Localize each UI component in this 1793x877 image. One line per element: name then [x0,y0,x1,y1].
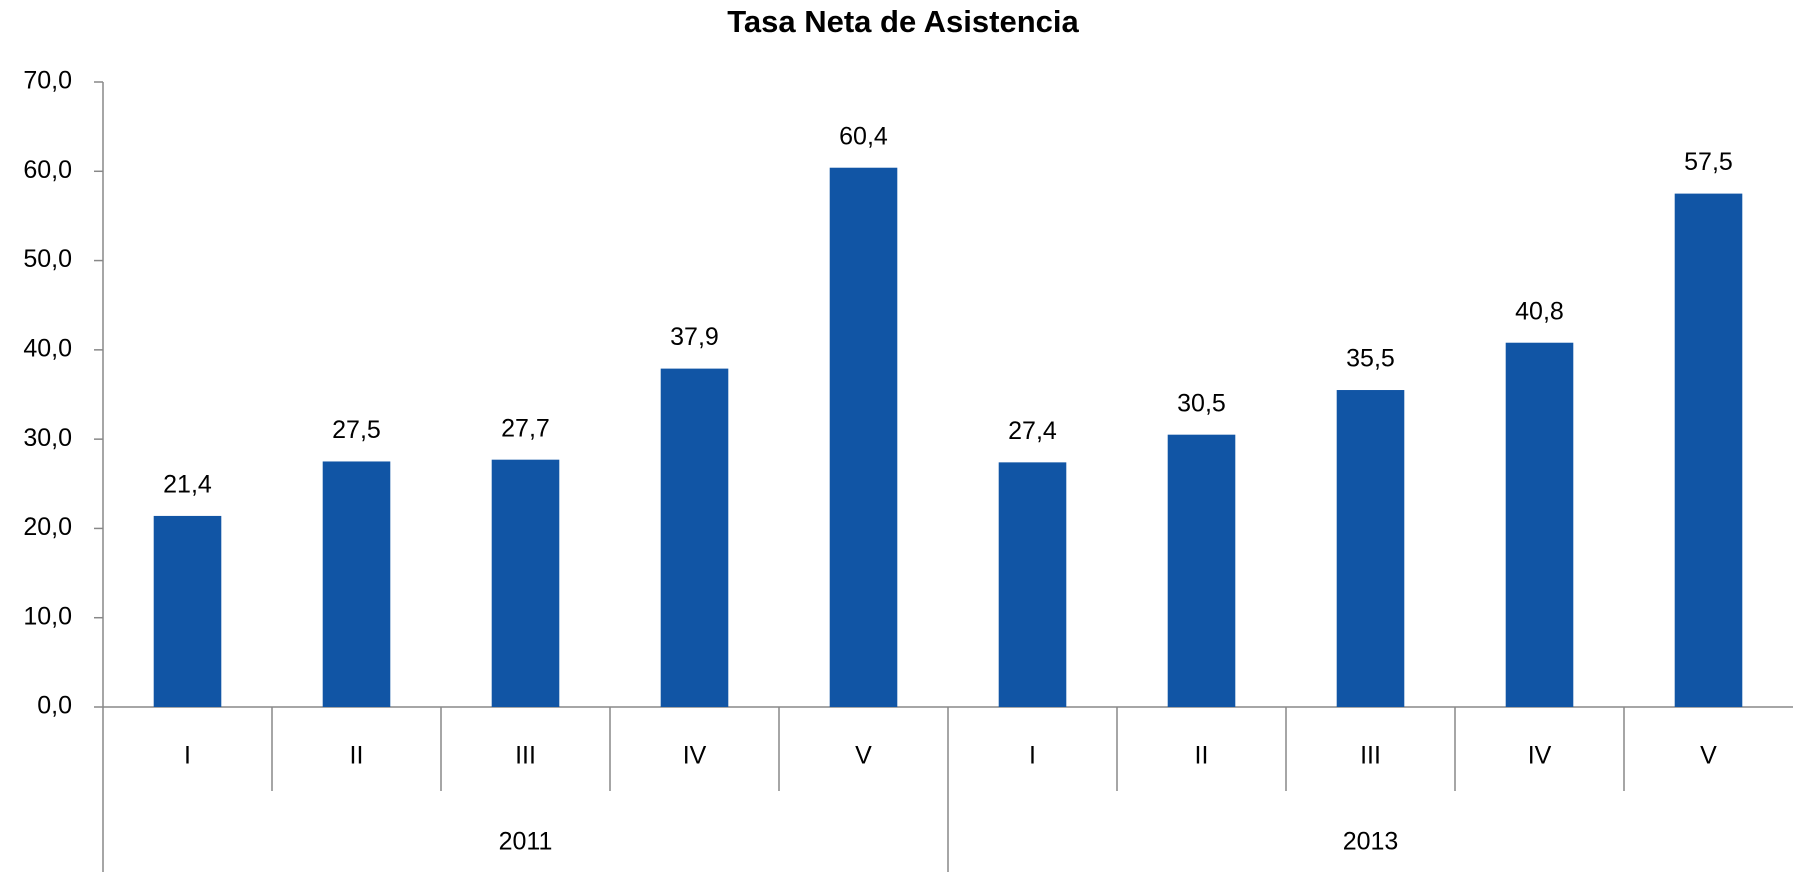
x-tick-label: II [350,742,364,770]
data-label: 60,4 [839,122,888,150]
group-label: 2011 [499,828,553,856]
x-tick-label: I [184,742,191,770]
bar [491,459,560,707]
bar [829,167,898,707]
x-tick-label: V [855,742,872,770]
data-label: 57,5 [1684,148,1733,176]
bar [1336,390,1405,707]
data-label: 27,5 [332,416,381,444]
x-tick-label: V [1700,742,1717,770]
x-tick-label: III [1360,742,1381,770]
bar [1505,342,1574,707]
data-label: 30,5 [1177,389,1226,417]
bar [322,461,391,707]
data-label: 27,4 [1008,417,1057,445]
x-tick-label: III [515,742,536,770]
y-tick-label: 70,0 [23,67,72,95]
bar [660,368,729,707]
y-tick-label: 20,0 [23,513,72,541]
y-tick-label: 0,0 [37,692,72,720]
data-label: 40,8 [1515,297,1564,325]
chart-title: Tasa Neta de Asistencia [727,4,1079,39]
y-tick-label: 10,0 [23,602,72,630]
bar [1167,434,1236,707]
y-tick-label: 40,0 [23,334,72,362]
x-tick-label: IV [1528,742,1552,770]
x-tick-label: I [1029,742,1036,770]
y-tick-label: 60,0 [23,156,72,184]
bar [153,515,222,707]
group-label: 2013 [1343,828,1399,856]
bar [998,462,1067,707]
data-label: 21,4 [163,471,212,499]
data-label: 37,9 [670,323,719,351]
x-tick-label: IV [683,742,707,770]
y-tick-label: 50,0 [23,245,72,273]
y-tick-label: 30,0 [23,424,72,452]
bar [1674,193,1743,707]
x-tick-label: II [1195,742,1209,770]
data-label: 27,7 [501,414,550,442]
data-label: 35,5 [1346,345,1395,373]
